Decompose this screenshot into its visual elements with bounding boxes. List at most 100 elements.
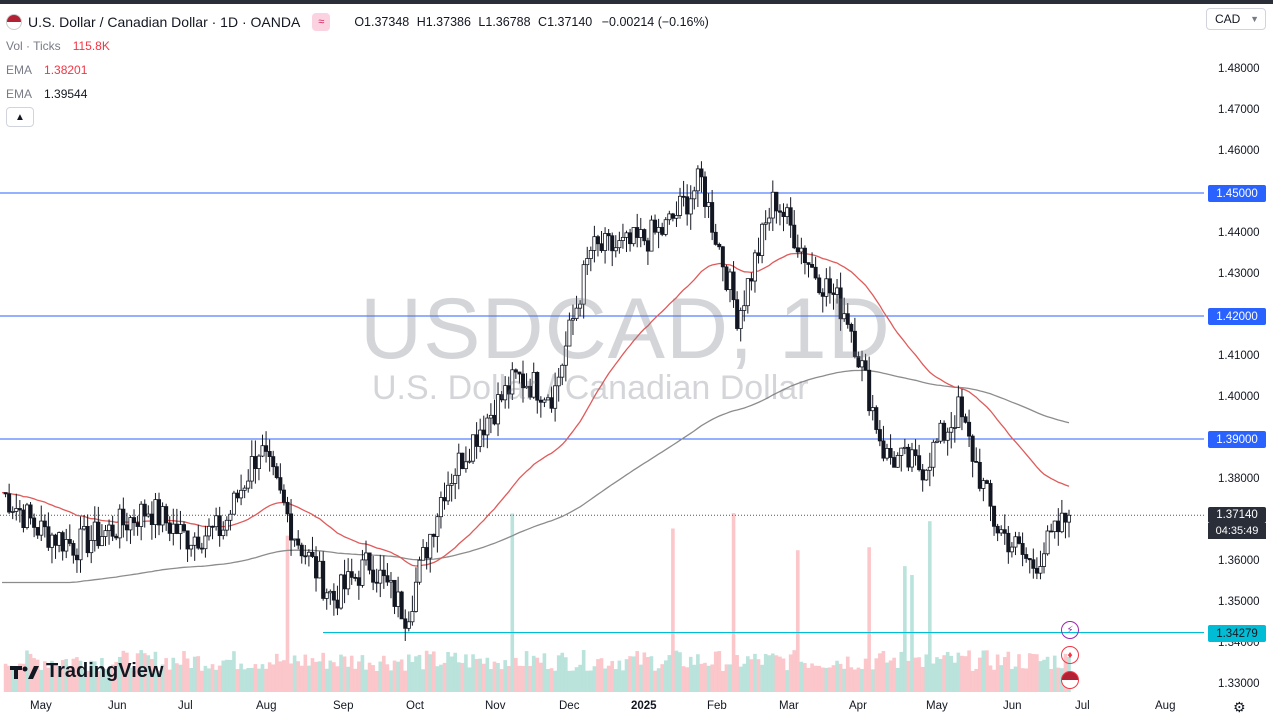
candle-body [1056, 520, 1061, 533]
volume-bar [235, 669, 240, 692]
volume-bar [21, 663, 26, 692]
volume-bar [885, 662, 889, 692]
lightning-icon[interactable]: ⚡ [1061, 621, 1079, 639]
candle-body [103, 530, 108, 537]
volume-bar [1049, 668, 1053, 692]
candle-body [264, 445, 269, 452]
candle-body [231, 492, 236, 515]
candle-body [902, 446, 907, 449]
candle-body [567, 319, 572, 347]
candle-body [777, 210, 782, 213]
candle-body [149, 513, 154, 525]
volume-bar [78, 660, 83, 692]
volume-bar [249, 667, 254, 692]
volume-bar [1013, 666, 1018, 692]
tradingview-logo[interactable]: TradingView [10, 660, 163, 683]
volume-bar [107, 669, 111, 692]
volume-bar [71, 658, 76, 692]
candle-body [927, 466, 932, 471]
volume-bar [506, 665, 511, 692]
candle-body [378, 569, 383, 584]
volume-bar [763, 653, 768, 692]
candle-body [488, 414, 493, 419]
wave-icon[interactable]: ≈ [312, 13, 331, 31]
volume-bar [913, 657, 918, 692]
volume-bar [546, 669, 550, 692]
us-flag-icon[interactable] [1061, 671, 1079, 689]
candle-body [863, 360, 868, 371]
volume-bar [738, 666, 743, 692]
x-tick-label: Aug [1155, 700, 1176, 712]
volume-bar [649, 656, 654, 692]
candle-body [324, 592, 329, 599]
currency-value: CAD [1215, 12, 1241, 26]
candle-body [421, 547, 426, 561]
volume-bar [895, 667, 900, 692]
candle-body [738, 310, 743, 329]
volume-bar [870, 669, 875, 692]
volume-bar [471, 654, 475, 692]
volume-bar [431, 651, 436, 692]
y-tick-label: 1.38000 [1218, 473, 1260, 485]
volume-bar [521, 665, 525, 692]
legend-title-row: U.S. Dollar / Canadian Dollar · 1D · OAN… [6, 10, 709, 34]
symbol-title[interactable]: U.S. Dollar / Canadian Dollar · 1D · OAN… [28, 14, 301, 30]
currency-selector[interactable]: CAD ▼ [1206, 8, 1266, 30]
volume-bar [389, 670, 393, 692]
candle-body [988, 483, 993, 507]
volume-bar [103, 668, 108, 692]
y-tick-label: 1.41000 [1218, 350, 1260, 362]
volume-bar [956, 652, 961, 692]
volume-bar [596, 659, 600, 692]
candle-body [792, 224, 797, 249]
candle-body [731, 271, 736, 301]
y-tick-label: 1.40000 [1218, 391, 1260, 403]
candle-body [374, 581, 379, 584]
ema-layer [1, 252, 1070, 584]
candle-body [699, 168, 704, 178]
volume-bar [746, 656, 750, 692]
x-tick-label: Jul [1075, 700, 1090, 712]
volume-bar [617, 660, 622, 692]
price-tag-support: 1.34279 [1208, 625, 1266, 642]
gear-icon[interactable]: ⚙ [1233, 699, 1246, 715]
volume-bar [246, 667, 251, 692]
ema-legend-slow[interactable]: EMA 1.39544 [6, 87, 88, 101]
volume-bar [496, 663, 500, 692]
volume-bar [503, 660, 507, 692]
volume-bar [806, 667, 811, 692]
volume-bar [724, 664, 729, 692]
volume-bar [910, 575, 914, 692]
candle-body [1067, 514, 1072, 523]
candle-body [606, 233, 611, 237]
y-tick-label: 1.35000 [1218, 596, 1260, 608]
volume-bar [239, 663, 243, 692]
volume-bar [228, 659, 233, 692]
volume-bar [678, 652, 682, 692]
volume-bar [845, 656, 850, 692]
volume-bar [524, 651, 529, 692]
volume-bar [53, 664, 58, 692]
volume-legend[interactable]: Vol · Ticks 115.8K [6, 39, 110, 53]
chevron-up-icon[interactable]: ▲ [6, 107, 34, 127]
candle-body [42, 520, 47, 528]
ema-legend-fast[interactable]: EMA 1.38201 [6, 63, 88, 77]
candle-body [956, 396, 961, 428]
volume-bar [214, 669, 218, 692]
candle-body [303, 555, 308, 558]
volume-bar [196, 656, 201, 692]
candle-body [199, 547, 204, 550]
candle-body [121, 508, 126, 526]
x-tick-label: May [30, 700, 52, 712]
volume-bar [706, 665, 711, 692]
volume-bar [146, 655, 151, 692]
volume-bar [831, 665, 836, 692]
volume-bar [592, 666, 597, 692]
volume-bar [881, 650, 886, 692]
canada-flag-icon[interactable]: ♦ [1061, 646, 1079, 664]
volume-bar [953, 662, 957, 692]
candle-body [885, 448, 890, 459]
volume-bar [153, 651, 158, 692]
candle-body [342, 574, 347, 590]
